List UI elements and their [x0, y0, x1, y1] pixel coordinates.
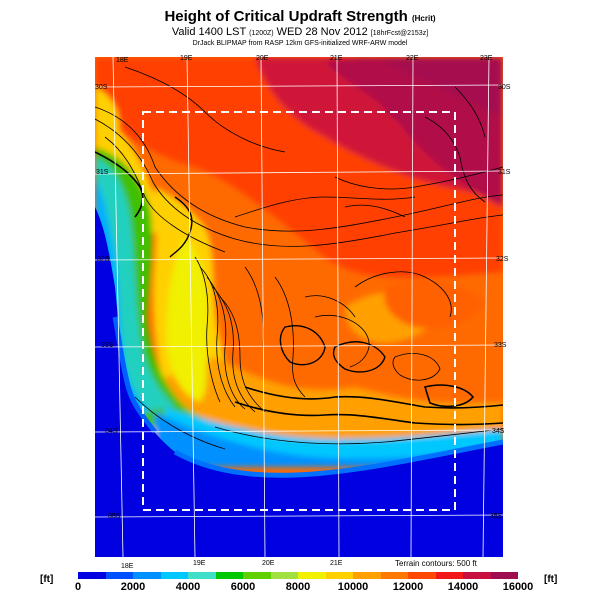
colorbar-swatch: [133, 572, 161, 579]
lon-bottom-label: 18E: [121, 563, 134, 570]
colorbar-swatch: [243, 572, 271, 579]
lon-top-label: 20E: [256, 55, 269, 62]
field-deep-orange-cell: [384, 279, 485, 329]
colorbar-tick-label: 2000: [120, 581, 146, 593]
field-bright-yellow: [166, 237, 208, 402]
colorbar-unit-left: [ft]: [40, 574, 54, 585]
ocean-shelf-south: [173, 439, 503, 478]
lat-right-label: 35S: [490, 513, 503, 520]
colorbar-swatch: [160, 572, 188, 579]
lat-right-label: 33S: [494, 342, 507, 349]
field-maroon2: [325, 57, 503, 207]
colorbar-tick-label: 8000: [285, 581, 311, 593]
inner-domain-box: [142, 111, 456, 511]
colorbar-swatch: [325, 572, 353, 579]
graticule: [95, 57, 503, 557]
title-units: (Hcrit): [411, 14, 436, 23]
colorbar-swatch: [490, 572, 518, 579]
lon-bottom-label: 19E: [193, 560, 206, 567]
colorbar-swatch: [408, 572, 436, 579]
field-blue-coast: [155, 412, 503, 467]
colorbar-swatch: [298, 572, 326, 579]
lat-left-label: 35S: [108, 513, 121, 520]
colorbar-swatch: [353, 572, 381, 579]
lon-top-label: 23E: [480, 55, 493, 62]
terrain-contours: [95, 66, 503, 450]
credit-line: DrJack BLIPMAP from RASP 12km GFS-initia…: [192, 40, 408, 47]
colorbar-tick-label: 16000: [502, 581, 534, 593]
terrain-contour-note: Terrain contours: 500 ft: [395, 559, 477, 568]
valid-date: WED 28 Nov 2012: [276, 26, 368, 38]
colorbar-swatch: [78, 572, 106, 579]
colorbar-tick-label: 6000: [230, 581, 256, 593]
title-text: Height of Critical Updraft Strength: [164, 8, 408, 25]
colorbar-tick-label: 10000: [337, 581, 369, 593]
colorbar-swatch: [463, 572, 491, 579]
lat-left-label: 34S: [105, 428, 118, 435]
colorbar: [78, 572, 518, 579]
lat-left-label: 32S: [97, 256, 110, 263]
ocean-shelf-west: [112, 316, 157, 434]
colorbar-swatch: [270, 572, 298, 579]
lat-right-label: 32S: [496, 256, 509, 263]
map-subtitle: Valid 1400 LST (1200Z) WED 28 Nov 2012 […: [0, 26, 600, 38]
lat-right-label: 31S: [498, 169, 511, 176]
colorbar-unit-right: [ft]: [544, 574, 558, 585]
lon-top-label: 21E: [330, 55, 343, 62]
valid-time: Valid 1400 LST: [171, 26, 247, 38]
lat-right-label: 34S: [492, 428, 505, 435]
colorbar-swatch: [215, 572, 243, 579]
colorbar-tick-label: 0: [74, 581, 82, 593]
map-panel: [95, 57, 503, 557]
lat-right-label: 30S: [498, 84, 511, 91]
map-field: [95, 57, 503, 557]
colorbar-swatch: [435, 572, 463, 579]
colorbar-swatch: [105, 572, 133, 579]
lon-top-label: 18E: [116, 57, 129, 64]
colorbar-swatch: [380, 572, 408, 579]
lon-top-label: 22E: [406, 55, 419, 62]
hcrit-field: [95, 57, 503, 557]
colorbar-tick-label: 12000: [392, 581, 424, 593]
map-title: Height of Critical Updraft Strength (Hcr…: [0, 8, 600, 25]
lat-left-label: 31S: [96, 169, 109, 176]
colorbar-tick-label: 14000: [447, 581, 479, 593]
lon-bottom-label: 21E: [330, 560, 343, 567]
lon-bottom-label: 20E: [262, 560, 275, 567]
lat-left-label: 30S: [95, 84, 108, 91]
lat-left-label: 33S: [101, 342, 114, 349]
colorbar-tick-label: 4000: [175, 581, 201, 593]
colorbar-swatch: [188, 572, 216, 579]
forecast-run: [18hrFcst@2153z]: [370, 30, 429, 37]
valid-zulu: (1200Z): [249, 30, 274, 37]
ocean: [95, 207, 503, 557]
lon-top-label: 19E: [180, 55, 193, 62]
